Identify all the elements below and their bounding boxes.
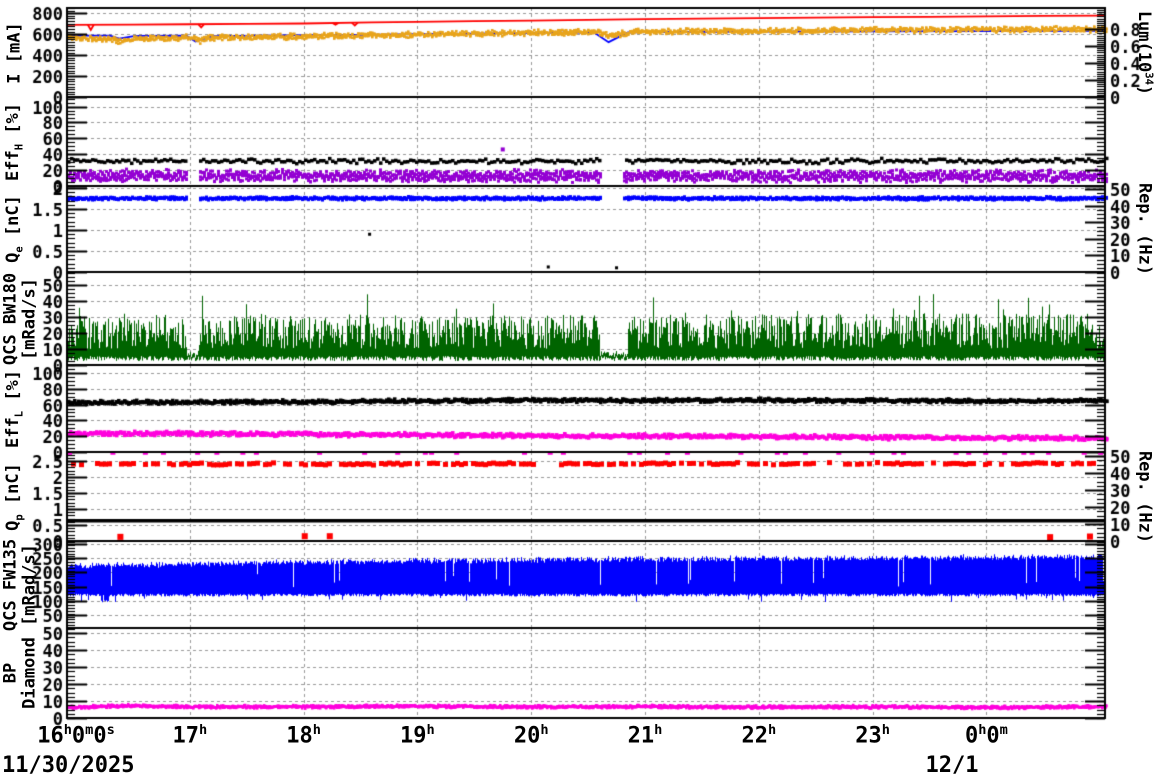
axis-label-qcs-bw180: QCS BW180 [mRad/s] bbox=[0, 272, 39, 365]
date-start-label: 11/30/2025 bbox=[2, 753, 135, 778]
x-tick-label-23h: 23h bbox=[855, 722, 890, 749]
axis-label-eff-l: EffL [%] bbox=[3, 369, 26, 448]
axis-label-q-e-right: Rep. (Hz) bbox=[1134, 182, 1155, 276]
x-tick-label-16h: 16h0m0s bbox=[37, 722, 115, 749]
axis-label-beam-current-luminosity-right: Lum(1034) bbox=[1134, 10, 1155, 95]
x-tick-label-22h: 22h bbox=[741, 722, 777, 749]
axis-label-q-p-right: Rep. (Hz) bbox=[1134, 450, 1155, 543]
date-end-label: 12/1 bbox=[925, 753, 979, 778]
x-tick-label-24h: 0h0m bbox=[964, 722, 1008, 749]
axis-label-q-p: Qp [nC] bbox=[3, 462, 26, 531]
axis-label-beam-current-luminosity: I [mA] bbox=[4, 21, 25, 84]
x-tick-label-17h: 17h bbox=[172, 722, 208, 749]
axis-label-eff-h: EffH [%] bbox=[3, 102, 26, 181]
axis-label-bp-diamond: BP Diamond bbox=[0, 637, 39, 709]
axis-label-qcs-fw135: QCS FW135 [mRad/s] bbox=[0, 538, 39, 631]
axis-label-q-e: Qe [nC] bbox=[3, 195, 26, 263]
x-tick-label-20h: 20h bbox=[513, 722, 549, 749]
x-tick-label-19h: 19h bbox=[400, 722, 435, 749]
x-tick-label-18h: 18h bbox=[286, 722, 321, 749]
x-tick-label-21h: 21h bbox=[627, 722, 663, 749]
